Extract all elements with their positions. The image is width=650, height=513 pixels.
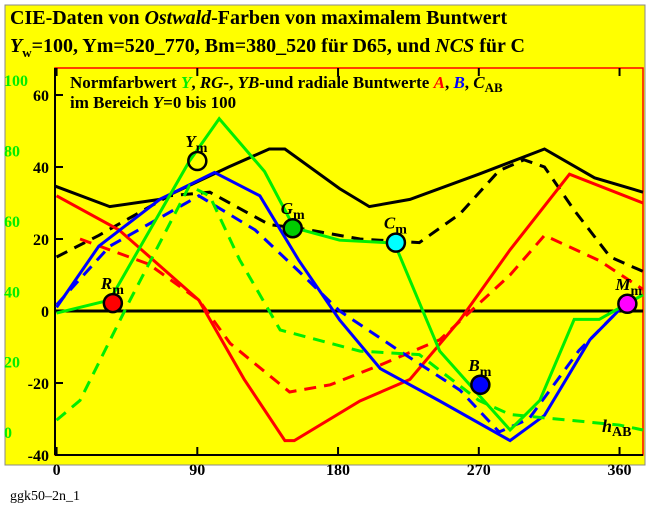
legend-part: B	[452, 73, 464, 92]
legend-part: AB	[485, 80, 503, 95]
marker-label-part: m	[395, 223, 407, 238]
series-line	[79, 233, 644, 394]
y-tick-label: -20	[28, 376, 49, 393]
series-line	[55, 172, 644, 443]
title-part: -Farben von maximalem Buntwert	[211, 7, 507, 29]
y2-tick-label: 0	[4, 425, 12, 442]
legend-part: YB-	[238, 73, 266, 92]
title-part: w	[22, 45, 32, 60]
legend-part: Y	[181, 73, 193, 92]
legend-part: RG-	[199, 73, 230, 92]
marker-label-part: B	[467, 356, 479, 375]
marker-label-part: m	[112, 283, 124, 298]
legend-part: ,	[191, 73, 200, 92]
x-tick-label: 360	[608, 462, 632, 479]
series-line	[55, 158, 644, 273]
title-part: =100, Ym=520_770, Bm=380_520 für D65, un…	[32, 35, 436, 57]
title-part: Ostwald	[144, 7, 212, 29]
y-tick-label: 20	[33, 232, 49, 249]
marker	[282, 217, 303, 239]
y2-tick-label: 40	[4, 284, 20, 301]
legend-part: Normfarbwert	[70, 73, 181, 92]
legend-part: ,	[445, 73, 454, 92]
series-line	[55, 170, 626, 443]
marker	[617, 293, 638, 315]
legend-line1: Normfarbwert Y, RG-, YB-und radiale Bunt…	[70, 73, 503, 95]
marker	[470, 374, 491, 396]
y2-tick-label: 100	[4, 73, 28, 90]
legend-part: =0 bis 100	[163, 93, 236, 112]
marker-label-part: m	[293, 208, 305, 223]
y2-tick-label: 80	[4, 143, 20, 160]
x-label-part: h	[602, 416, 612, 436]
title-part: NCS	[434, 35, 474, 57]
series-line	[55, 194, 626, 434]
x-axis-label: hAB	[602, 416, 631, 440]
series-line	[55, 183, 644, 432]
legend-part: ,	[465, 73, 474, 92]
legend-part: C	[473, 73, 485, 92]
marker-label-part: C	[384, 214, 396, 233]
marker	[102, 292, 124, 314]
x-tick-label: 180	[326, 462, 350, 479]
y-tick-label: 0	[41, 304, 49, 321]
legend-part: A	[433, 73, 445, 92]
marker-label-part: m	[196, 141, 208, 156]
x-label-part: AB	[612, 425, 631, 440]
y-tick-label: -40	[28, 448, 49, 465]
marker-label: Cm	[384, 214, 407, 238]
marker-label-part: G	[281, 199, 294, 218]
legend-line2: im Bereich Y=0 bis 100	[70, 93, 236, 112]
footer: ggk50–2n_1	[10, 489, 80, 504]
title-line2: Yw=100, Ym=520_770, Bm=380_520 für D65, …	[10, 35, 525, 60]
x-tick-label: 90	[189, 462, 205, 479]
marker-label: Rm	[100, 274, 124, 298]
marker	[187, 150, 208, 172]
marker-label-part: m	[480, 365, 492, 380]
marker-label-part: m	[630, 284, 642, 299]
legend-part: im Bereich	[70, 93, 153, 112]
title-line1: CIE-Daten von Ostwald-Farben von maximal…	[10, 7, 508, 29]
y2-tick-label: 60	[4, 214, 20, 231]
marker-label-part: M	[614, 275, 631, 294]
title-part: Y	[10, 35, 24, 57]
marker-label-part: R	[100, 274, 112, 293]
legend-part: ,	[229, 73, 238, 92]
y2-tick-label: 20	[4, 355, 20, 372]
y-tick-label: 60	[33, 88, 49, 105]
x-tick-label: 270	[467, 462, 491, 479]
title-part: für C	[474, 35, 525, 57]
legend-part: und radiale Buntwerte	[265, 73, 434, 92]
y-tick-label: 40	[33, 160, 49, 177]
marker-label: Mm	[614, 275, 642, 299]
marker-label: Bm	[467, 356, 491, 380]
marker-label: Gm	[281, 199, 305, 223]
x-tick-label: 0	[53, 462, 61, 479]
legend-part: Y	[153, 93, 165, 112]
marker	[385, 232, 407, 253]
marker-label-part: Y	[185, 132, 197, 151]
title-part: CIE-Daten von	[10, 7, 144, 29]
marker-label: Ym	[185, 132, 207, 156]
